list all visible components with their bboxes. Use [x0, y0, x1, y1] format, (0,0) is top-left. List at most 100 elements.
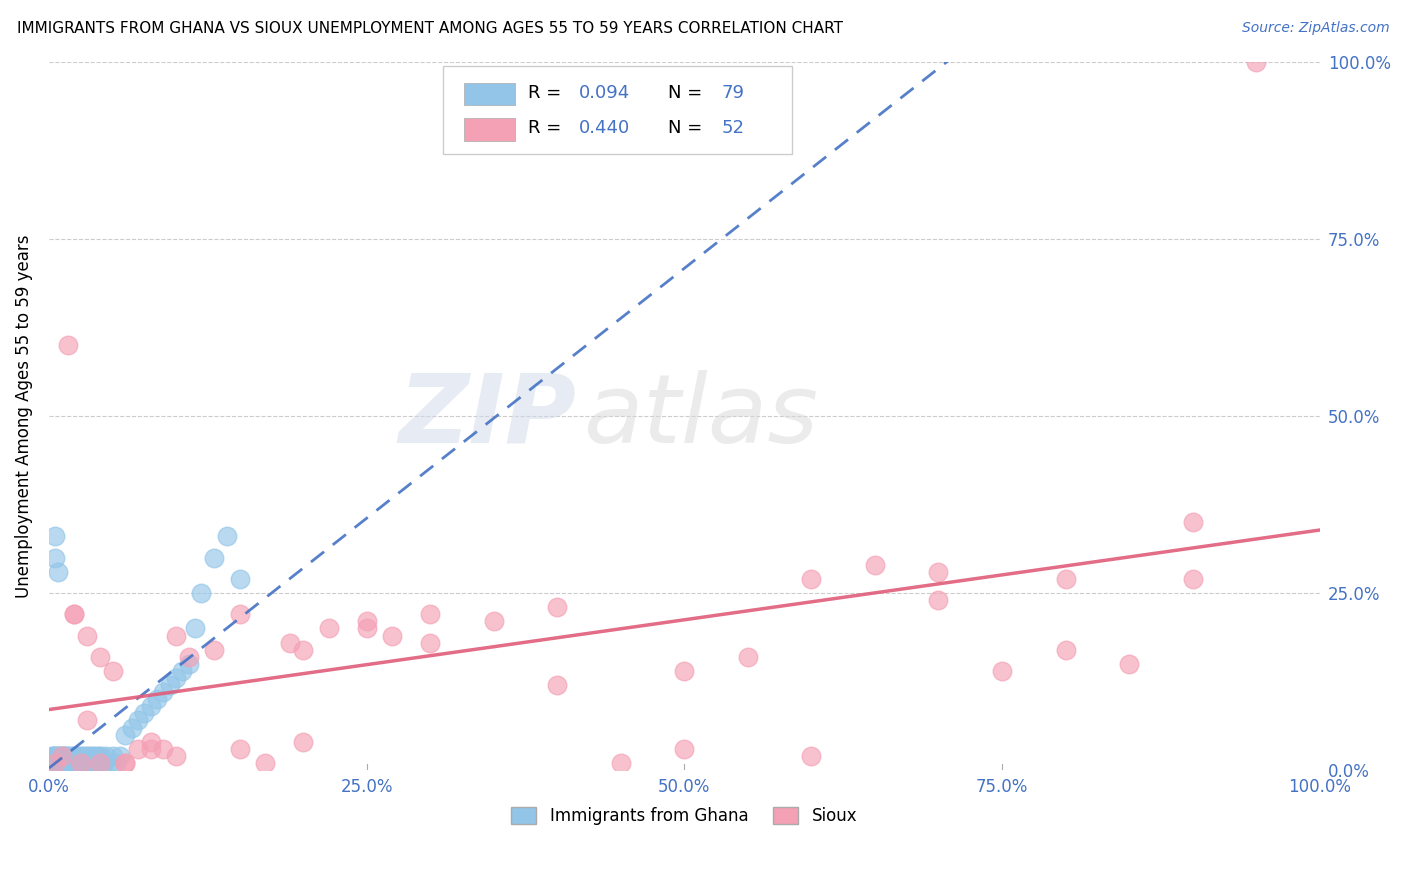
Point: [69, 748, 91, 763]
Text: N =: N =: [668, 119, 707, 137]
Point: [165, 748, 187, 763]
Point: [1118, 657, 1140, 671]
Point: [927, 565, 949, 579]
Point: [48, 756, 70, 770]
Point: [76, 756, 98, 770]
Point: [101, 748, 124, 763]
Point: [1054, 642, 1077, 657]
Point: [89, 756, 111, 770]
Point: [991, 664, 1014, 678]
Point: [146, 692, 169, 706]
Point: [70, 756, 93, 770]
Point: [45, 748, 67, 763]
Point: [114, 756, 136, 770]
Point: [69, 756, 91, 770]
Point: [62, 748, 84, 763]
Point: [546, 678, 568, 692]
Point: [51, 756, 73, 770]
Point: [381, 628, 404, 642]
Point: [53, 756, 76, 770]
Point: [76, 714, 98, 728]
Point: [48, 748, 70, 763]
Point: [55, 748, 77, 763]
Point: [86, 756, 108, 770]
Point: [45, 756, 67, 770]
Text: 52: 52: [721, 119, 744, 137]
Point: [56, 748, 79, 763]
Point: [63, 607, 86, 622]
Point: [89, 756, 111, 770]
Point: [673, 741, 696, 756]
Point: [673, 664, 696, 678]
Point: [49, 756, 72, 770]
Point: [44, 756, 66, 770]
Point: [55, 756, 77, 770]
FancyBboxPatch shape: [443, 66, 793, 154]
Point: [419, 607, 441, 622]
Point: [1181, 572, 1204, 586]
Point: [42, 756, 65, 770]
Text: 0.094: 0.094: [579, 84, 630, 102]
Point: [96, 748, 118, 763]
Text: N =: N =: [668, 84, 707, 102]
Point: [51, 748, 73, 763]
Point: [215, 529, 238, 543]
Point: [77, 748, 100, 763]
Point: [202, 642, 225, 657]
Point: [41, 748, 63, 763]
Point: [152, 741, 174, 756]
Point: [90, 748, 112, 763]
Point: [65, 748, 87, 763]
Point: [419, 635, 441, 649]
Legend: Immigrants from Ghana, Sioux: Immigrants from Ghana, Sioux: [512, 807, 858, 825]
Point: [190, 586, 212, 600]
Point: [73, 756, 96, 770]
Text: 0.440: 0.440: [579, 119, 630, 137]
Point: [42, 756, 65, 770]
Point: [165, 628, 187, 642]
Point: [228, 607, 250, 622]
Point: [51, 748, 73, 763]
Point: [59, 748, 82, 763]
Point: [72, 748, 94, 763]
Text: ZIP: ZIP: [398, 369, 576, 463]
Bar: [464, 83, 516, 105]
Point: [280, 635, 302, 649]
Point: [67, 748, 90, 763]
Point: [79, 756, 101, 770]
Point: [84, 748, 107, 763]
Point: [177, 657, 200, 671]
Point: [546, 600, 568, 615]
Point: [737, 649, 759, 664]
Point: [49, 748, 72, 763]
Point: [44, 756, 66, 770]
Point: [482, 615, 505, 629]
Point: [46, 748, 69, 763]
Point: [863, 558, 886, 572]
Point: [202, 550, 225, 565]
Text: R =: R =: [529, 119, 567, 137]
Point: [41, 756, 63, 770]
Point: [69, 756, 91, 770]
Point: [56, 338, 79, 352]
Point: [89, 649, 111, 664]
Point: [159, 678, 181, 692]
Point: [56, 756, 79, 770]
Point: [800, 572, 823, 586]
Point: [44, 529, 66, 543]
Point: [63, 756, 86, 770]
Text: R =: R =: [529, 84, 567, 102]
Point: [53, 748, 76, 763]
Point: [318, 622, 340, 636]
Point: [114, 756, 136, 770]
Point: [82, 748, 104, 763]
Point: [83, 756, 105, 770]
Point: [44, 748, 66, 763]
Point: [356, 615, 378, 629]
Point: [139, 699, 162, 714]
Point: [292, 734, 315, 748]
Point: [292, 642, 315, 657]
Point: [93, 756, 115, 770]
Point: [76, 628, 98, 642]
Point: [139, 741, 162, 756]
